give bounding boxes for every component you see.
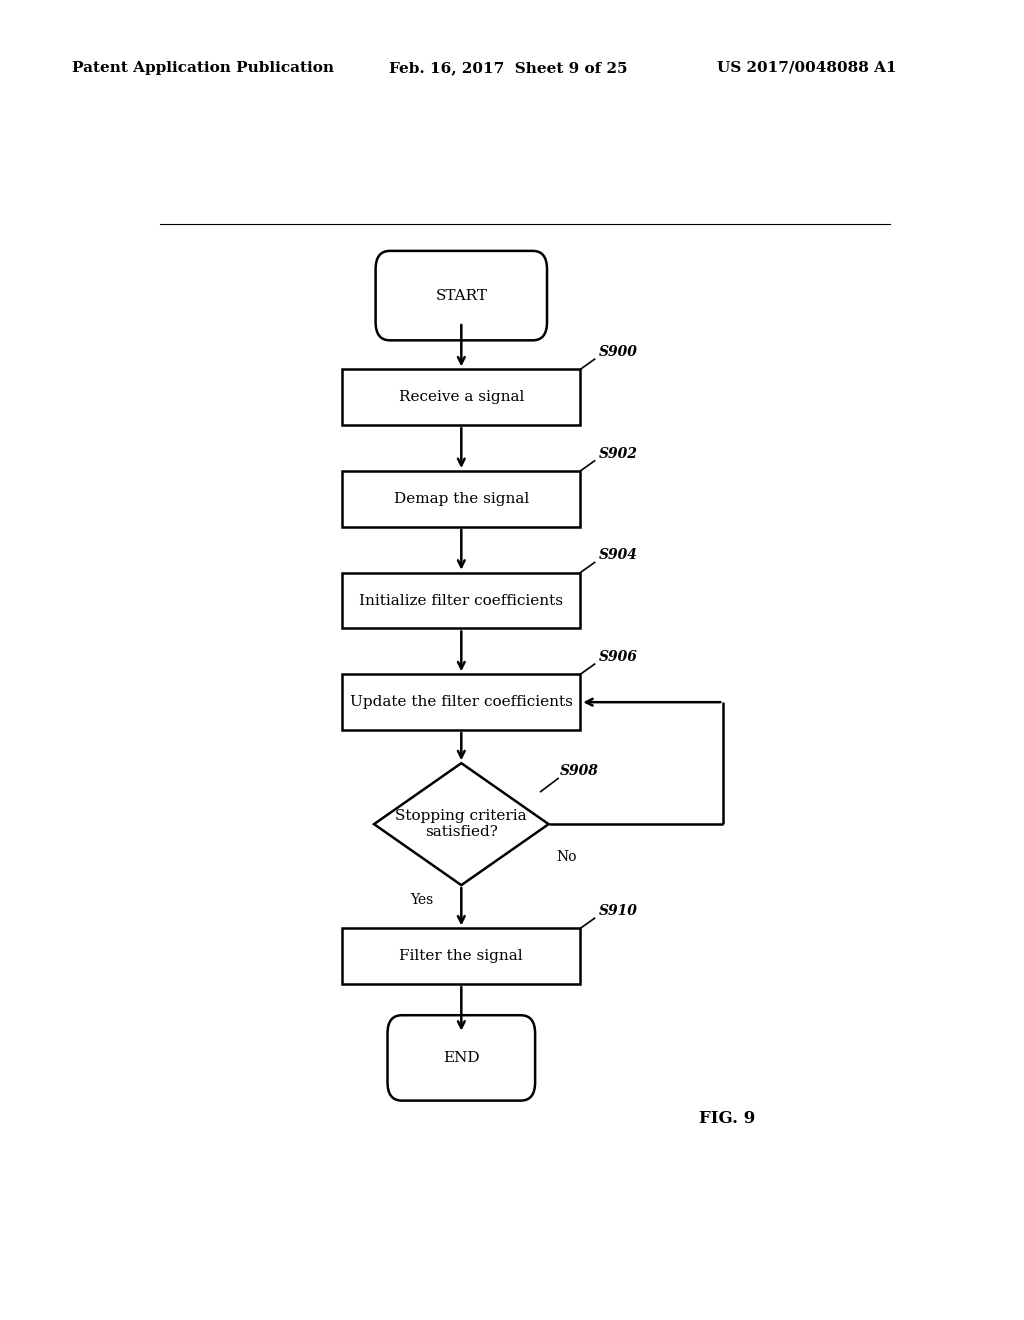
Text: S902: S902 <box>599 446 638 461</box>
Text: END: END <box>443 1051 479 1065</box>
Text: Stopping criteria
satisfied?: Stopping criteria satisfied? <box>395 809 527 840</box>
Text: Patent Application Publication: Patent Application Publication <box>72 61 334 75</box>
Bar <box>342 573 581 628</box>
Text: S910: S910 <box>599 904 638 919</box>
Text: Initialize filter coefficients: Initialize filter coefficients <box>359 594 563 607</box>
FancyBboxPatch shape <box>387 1015 536 1101</box>
Text: FIG. 9: FIG. 9 <box>699 1110 756 1127</box>
Text: Update the filter coefficients: Update the filter coefficients <box>350 696 572 709</box>
Text: US 2017/0048088 A1: US 2017/0048088 A1 <box>717 61 896 75</box>
Text: S906: S906 <box>599 649 638 664</box>
Text: Yes: Yes <box>411 894 433 907</box>
Polygon shape <box>374 763 549 886</box>
Text: START: START <box>435 289 487 302</box>
Bar <box>342 370 581 425</box>
Text: Demap the signal: Demap the signal <box>393 492 529 506</box>
Bar <box>342 471 581 527</box>
Text: Filter the signal: Filter the signal <box>399 949 523 964</box>
Bar <box>342 928 581 985</box>
Text: Feb. 16, 2017  Sheet 9 of 25: Feb. 16, 2017 Sheet 9 of 25 <box>389 61 628 75</box>
Text: S908: S908 <box>560 764 599 779</box>
FancyBboxPatch shape <box>376 251 547 341</box>
Text: S904: S904 <box>599 548 638 562</box>
Text: Receive a signal: Receive a signal <box>398 391 524 404</box>
Text: S900: S900 <box>599 345 638 359</box>
Bar <box>342 675 581 730</box>
Text: No: No <box>557 850 578 863</box>
